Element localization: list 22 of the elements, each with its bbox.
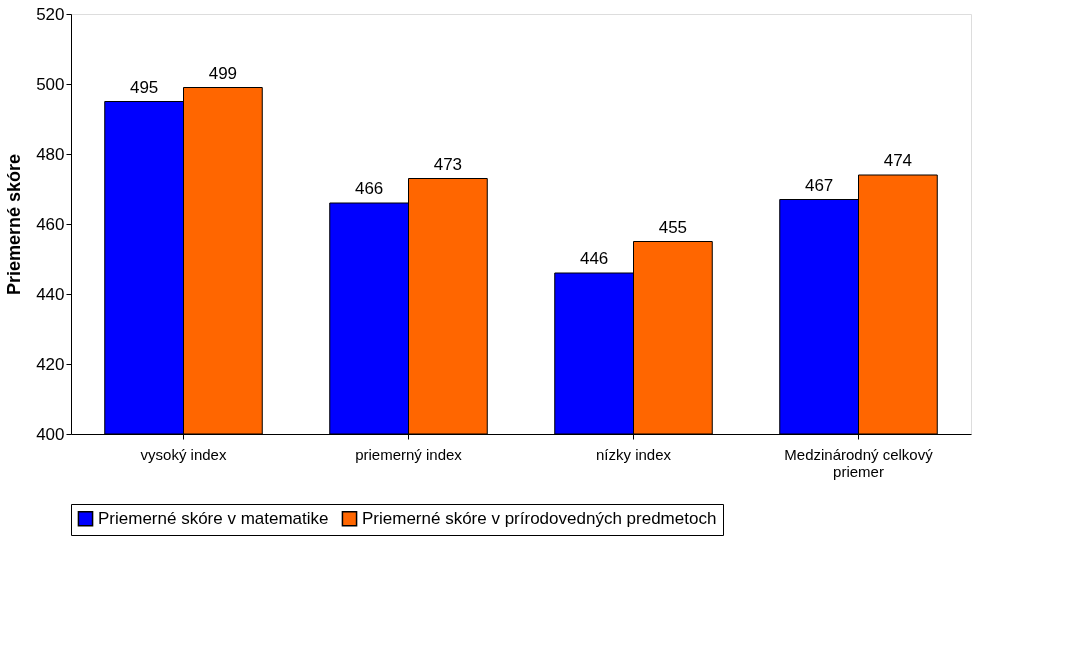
y-tick-label: 480 [36,144,65,164]
y-tick-label: 420 [36,354,65,374]
y-tick-label: 460 [36,214,65,234]
data-label: 474 [883,151,913,170]
legend-label: Priemerné skóre v prírodovedných predmetoch [362,508,717,528]
y-tick-label: 440 [36,284,65,304]
data-label: 473 [433,154,463,174]
data-label: 467 [804,175,834,195]
x-tick-label: priemerný index [355,445,463,463]
data-label: 495 [129,77,159,97]
legend-label: Priemerné skóre v matematike [98,508,329,528]
x-tick-label: vysoký index [140,445,227,463]
data-label: 466 [354,179,384,198]
data-label: 499 [208,63,238,83]
y-tick-label: 500 [36,74,65,94]
x-tick-label: nízky index [595,445,672,463]
y-axis-title: Priemerné skóre [4,153,25,296]
y-tick-label: 520 [36,4,65,24]
data-label: 455 [658,217,688,237]
data-label: 446 [579,249,609,268]
x-tick-label: Medzinárodný celkový priemer [784,445,934,480]
y-tick-label: 400 [36,424,65,444]
